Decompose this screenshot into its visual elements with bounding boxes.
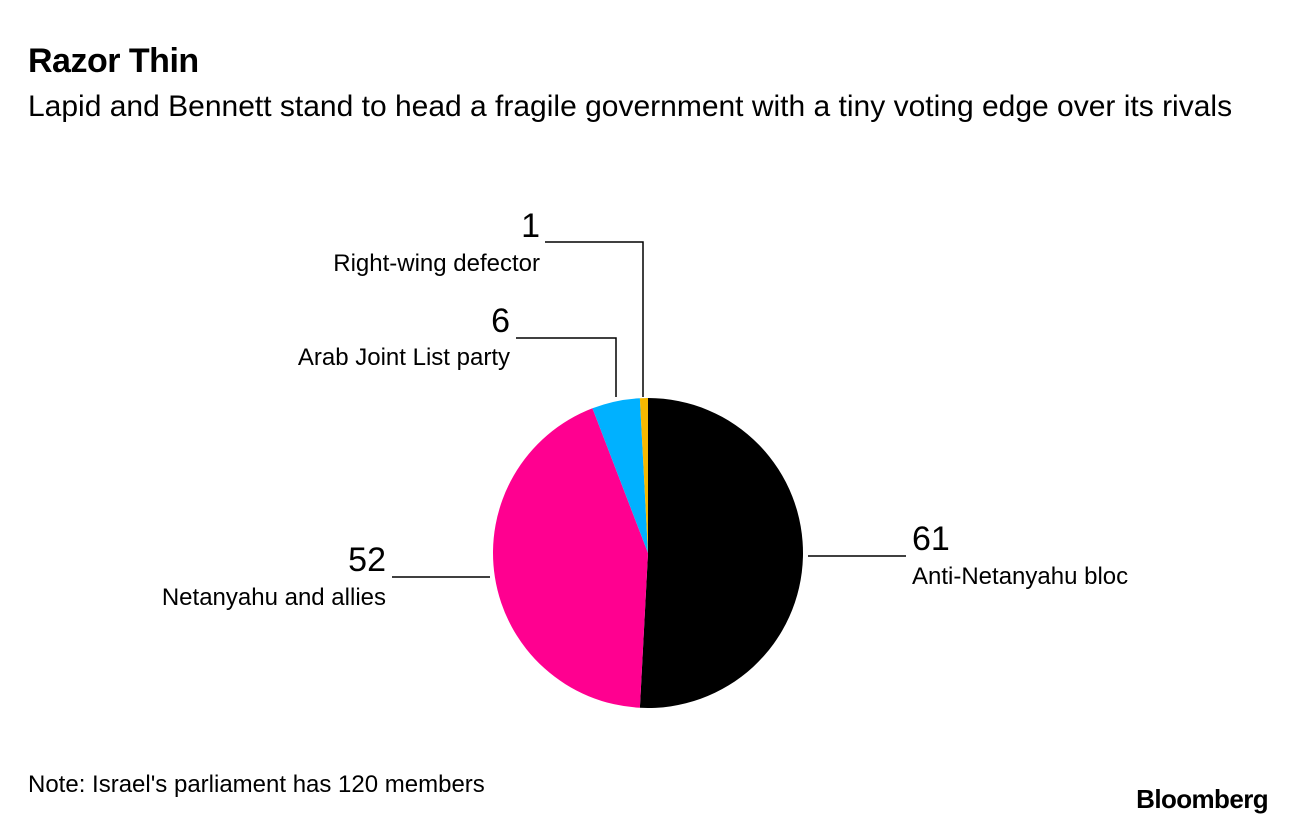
- category-label-right-wing-defector: Right-wing defector: [333, 250, 540, 277]
- category-label-arab-joint-list-party: Arab Joint List party: [298, 344, 510, 371]
- chart-title: Razor Thin: [28, 42, 199, 80]
- bloomberg-logo: Bloomberg: [1136, 784, 1268, 814]
- footnote: Note: Israel's parliament has 120 member…: [28, 771, 485, 798]
- leader-line-right-wing-defector: [545, 241, 644, 397]
- value-label-arab-joint-list-party: 6: [491, 302, 510, 340]
- pie-slice-anti-netanyahu-bloc: [639, 398, 803, 709]
- chart-subtitle: Lapid and Bennett stand to head a fragil…: [28, 90, 1233, 123]
- pie-slice-right-wing-defector: [639, 398, 648, 553]
- pie-slice-arab-joint-list-party: [592, 398, 648, 553]
- value-label-anti-netanyahu-bloc: 61: [912, 520, 950, 558]
- category-label-netanyahu-and-allies: Netanyahu and allies: [162, 584, 386, 611]
- value-label-netanyahu-and-allies: 52: [348, 541, 386, 579]
- pie-slice-netanyahu-and-allies: [493, 408, 648, 708]
- value-label-right-wing-defector: 1: [521, 207, 540, 245]
- category-label-anti-netanyahu-bloc: Anti-Netanyahu bloc: [912, 563, 1128, 590]
- leader-line-arab-joint-list-party: [516, 337, 617, 397]
